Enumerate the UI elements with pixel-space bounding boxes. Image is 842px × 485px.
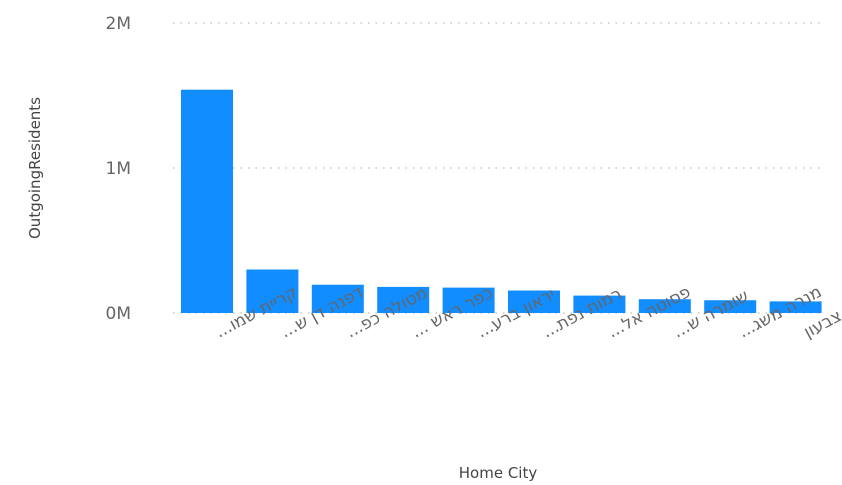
y-axis-title: OutgoingResidents (26, 97, 44, 239)
x-axis-title: Home City (459, 464, 538, 482)
y-tick-label: 0M (106, 304, 131, 324)
bars (181, 89, 822, 314)
bar[interactable] (638, 299, 691, 313)
bar[interactable] (442, 287, 495, 313)
y-tick-label: 1M (106, 159, 131, 179)
bar[interactable] (573, 295, 626, 313)
bar[interactable] (246, 269, 299, 314)
bar[interactable] (704, 300, 757, 313)
y-tick-label: 2M (106, 14, 131, 34)
bar[interactable] (508, 290, 560, 313)
bar[interactable] (311, 284, 364, 313)
bar[interactable] (377, 286, 430, 313)
bar[interactable] (769, 301, 822, 313)
y-axis-ticks: 0M 1M 2M (106, 14, 131, 324)
bar[interactable] (181, 89, 233, 313)
x-axis-tick-labels: קריית שמו...דפנה דן ש...מטולה כפ...כפר ר… (212, 282, 842, 343)
